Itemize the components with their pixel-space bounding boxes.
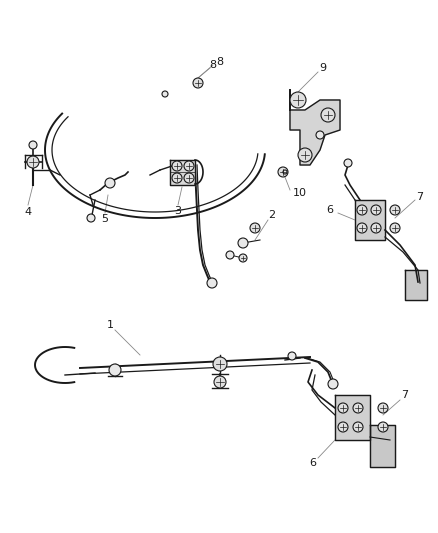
Circle shape <box>378 403 388 413</box>
Circle shape <box>172 173 182 183</box>
Circle shape <box>172 161 182 171</box>
Circle shape <box>298 148 312 162</box>
Text: 7: 7 <box>402 390 409 400</box>
Circle shape <box>353 422 363 432</box>
Circle shape <box>328 379 338 389</box>
Circle shape <box>250 223 260 233</box>
Polygon shape <box>405 270 427 300</box>
Circle shape <box>290 92 306 108</box>
Circle shape <box>371 205 381 215</box>
Circle shape <box>238 238 248 248</box>
Circle shape <box>378 422 388 432</box>
Polygon shape <box>355 200 385 240</box>
Circle shape <box>278 167 288 177</box>
Circle shape <box>390 205 400 215</box>
Circle shape <box>29 141 37 149</box>
Circle shape <box>338 422 348 432</box>
Circle shape <box>207 278 217 288</box>
Text: 6: 6 <box>326 205 333 215</box>
Circle shape <box>357 223 367 233</box>
Circle shape <box>353 403 363 413</box>
Circle shape <box>109 364 121 376</box>
Circle shape <box>162 91 168 97</box>
Circle shape <box>288 352 296 360</box>
Circle shape <box>87 214 95 222</box>
Circle shape <box>316 131 324 139</box>
Circle shape <box>27 156 39 168</box>
Circle shape <box>338 403 348 413</box>
Circle shape <box>213 357 227 371</box>
Circle shape <box>184 161 194 171</box>
Circle shape <box>390 223 400 233</box>
Text: 10: 10 <box>293 188 307 198</box>
Polygon shape <box>170 160 195 185</box>
Circle shape <box>239 254 247 262</box>
Circle shape <box>321 108 335 122</box>
Text: 6: 6 <box>310 458 317 468</box>
Circle shape <box>226 251 234 259</box>
Text: 4: 4 <box>25 207 32 217</box>
Text: 7: 7 <box>417 192 424 202</box>
Polygon shape <box>370 425 395 467</box>
Text: 2: 2 <box>268 210 276 220</box>
Text: 8: 8 <box>209 60 216 70</box>
Circle shape <box>357 205 367 215</box>
Text: 5: 5 <box>102 214 109 224</box>
Polygon shape <box>290 90 340 165</box>
Circle shape <box>193 78 203 88</box>
Text: 8: 8 <box>216 57 223 67</box>
Circle shape <box>105 178 115 188</box>
Circle shape <box>344 159 352 167</box>
Circle shape <box>371 223 381 233</box>
Text: 1: 1 <box>106 320 113 330</box>
Polygon shape <box>335 395 370 440</box>
Circle shape <box>283 170 287 174</box>
Circle shape <box>184 173 194 183</box>
Circle shape <box>214 376 226 388</box>
Text: 3: 3 <box>174 206 181 216</box>
Text: 9: 9 <box>319 63 327 73</box>
